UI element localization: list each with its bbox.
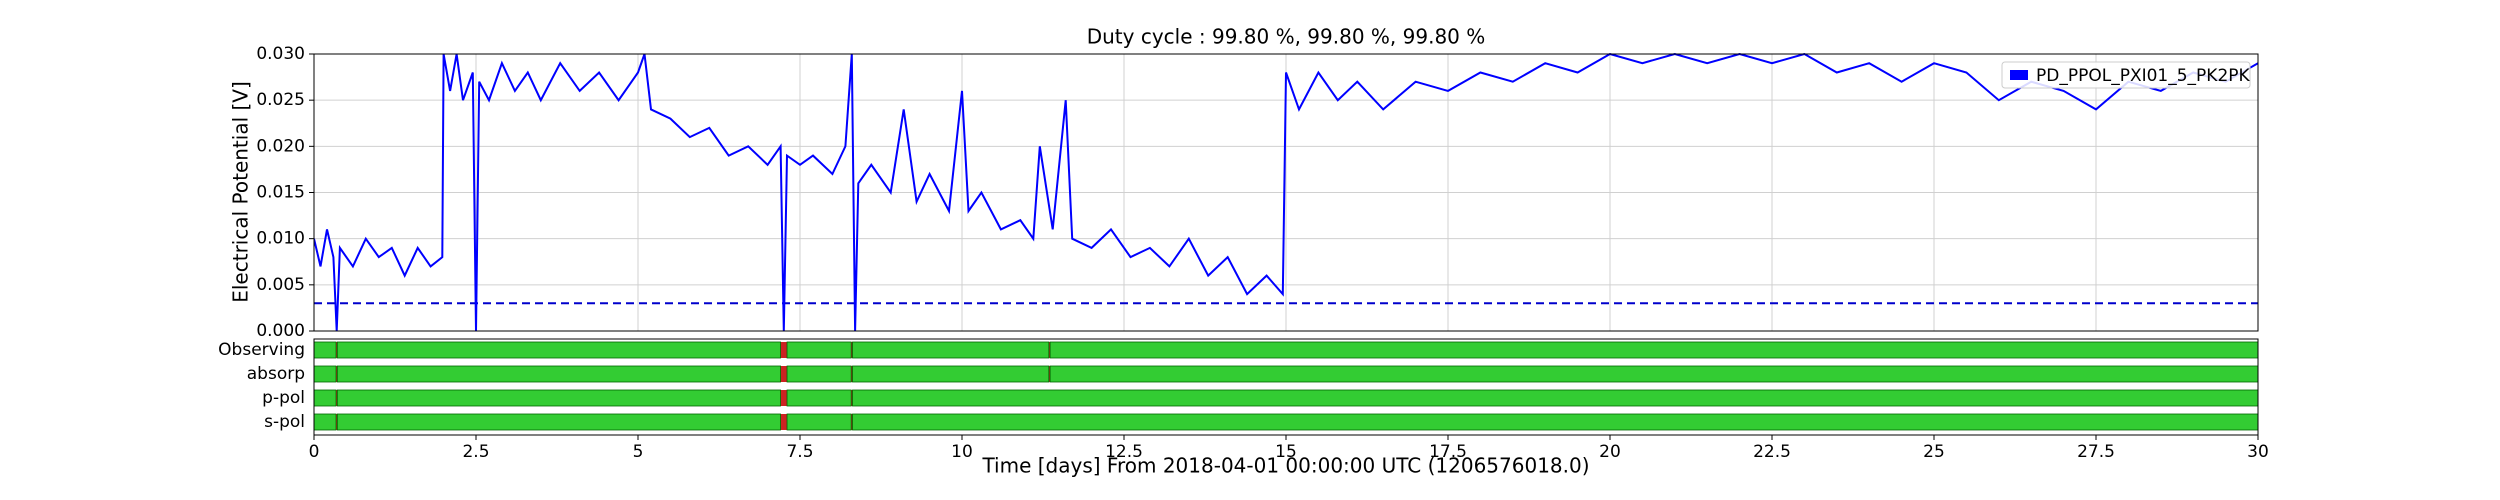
x-tick-label: 17.5: [1429, 442, 1467, 462]
legend-label: PD_PPOL_PXI01_5_PK2PK: [2036, 66, 2251, 86]
x-tick-label: 5: [633, 442, 644, 462]
x-tick-label: 12.5: [1105, 442, 1143, 462]
legend-box: [2001, 61, 2251, 89]
x-tick-label: 27.5: [2077, 442, 2115, 462]
x-tick-label: 20: [1599, 442, 1621, 462]
active-segment: [852, 341, 1050, 359]
y-tick-label: 0.000: [256, 321, 305, 341]
y-axis-label: Electrical Potential [V]: [229, 81, 253, 303]
x-tick-label: 25: [1923, 442, 1945, 462]
y-tick-label: 0.020: [256, 136, 305, 156]
y-tick-label: 0.015: [256, 183, 305, 203]
flag-label: Observing: [218, 340, 305, 360]
y-tick-label: 0.025: [256, 90, 305, 110]
x-tick-label: 15: [1275, 442, 1297, 462]
x-tick-label: 2.5: [462, 442, 489, 462]
legend-swatch: [2010, 70, 2028, 80]
y-tick-label: 0.005: [256, 275, 305, 295]
x-tick-label: 0: [309, 442, 320, 462]
active-segment: [852, 389, 2259, 407]
active-segment: [336, 389, 781, 407]
x-tick-label: 10: [951, 442, 973, 462]
active-segment: [1049, 341, 2259, 359]
x-tick-label: 22.5: [1753, 442, 1791, 462]
chart-title: Duty cycle : 99.80 %, 99.80 %, 99.80 %: [1087, 25, 1486, 49]
active-segment: [313, 365, 337, 383]
active-segment: [313, 413, 337, 431]
active-segment: [313, 341, 337, 359]
active-segment: [786, 413, 852, 431]
active-segment: [852, 365, 1050, 383]
active-segment: [786, 389, 852, 407]
y-tick-label: 0.030: [256, 44, 305, 64]
active-segment: [786, 341, 852, 359]
plot-frame: [313, 53, 2259, 332]
active-segment: [336, 341, 781, 359]
flag-label: s-pol: [264, 412, 305, 432]
active-segment: [313, 389, 337, 407]
active-segment: [336, 413, 781, 431]
active-segment: [852, 413, 2259, 431]
active-segment: [786, 365, 852, 383]
x-tick-label: 7.5: [786, 442, 813, 462]
active-segment: [336, 365, 781, 383]
flag-label: absorp: [247, 364, 305, 384]
active-segment: [1049, 365, 2259, 383]
y-tick-label: 0.010: [256, 229, 305, 249]
x-axis-label: Time [days] From 2018-04-01 00:00:00 UTC…: [981, 454, 1589, 478]
flag-label: p-pol: [262, 388, 305, 408]
segment-frame: [313, 338, 2259, 436]
x-tick-label: 30: [2247, 442, 2269, 462]
